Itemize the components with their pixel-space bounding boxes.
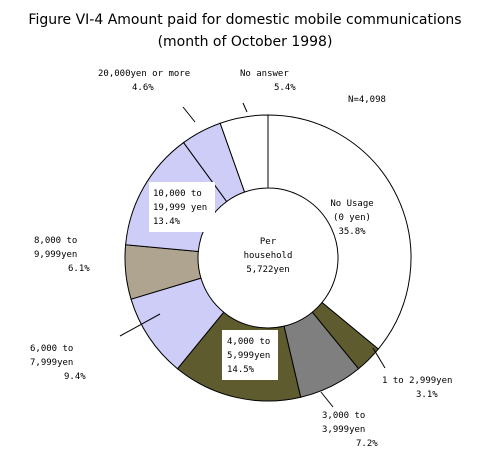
slice-label: No answer 5.4% (240, 69, 296, 93)
leader-line (320, 391, 334, 408)
slice-label: No Usage (0 yen) 35.8% (330, 199, 373, 237)
slice-label: 4,000 to 5,999yen 14.5% (227, 337, 270, 375)
center-label: Per household 5,722yen (244, 237, 293, 275)
slice-label: 8,000 to 9,999yen 6.1% (34, 236, 90, 274)
slice-label: 10,000 to 19,999 yen 13.4% (153, 189, 207, 227)
leader-line (242, 102, 248, 113)
chart-title: Figure VI-4 Amount paid for domestic mob… (28, 12, 461, 28)
slice-labels: No Usage (0 yen) 35.8% 1 to 2,999yen 3.1%3,0… (30, 69, 452, 449)
leader-line (372, 347, 386, 369)
leader-lines (119, 102, 386, 408)
slice-label: 1 to 2,999yen 3.1% (382, 376, 452, 400)
sample-size: N=4,098 (348, 95, 386, 105)
label-box (149, 182, 215, 232)
slice-label: 3,000 to 3,999yen 7.2% (322, 411, 378, 449)
leader-line (182, 106, 196, 123)
slice-label: 6,000 to 7,999yen 9.4% (30, 344, 86, 382)
label-box (222, 330, 278, 380)
pie-slice (267, 114, 412, 350)
pie-slice (219, 114, 269, 193)
chart-subtitle: (month of October 1998) (158, 34, 333, 50)
center-text: Per household 5,722yen (244, 237, 293, 275)
slice-label: 20,000yen or more 4.6% (98, 69, 190, 93)
leader-line (119, 313, 161, 337)
